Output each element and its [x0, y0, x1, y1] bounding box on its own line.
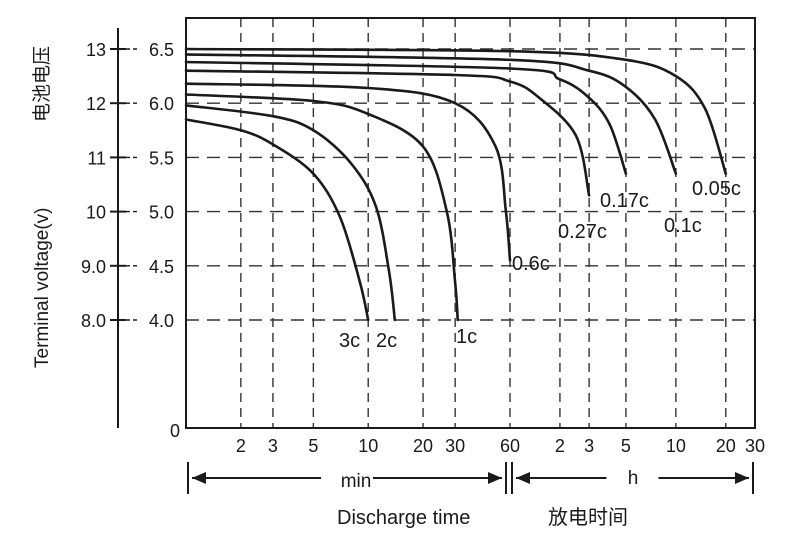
- y-tick-label-outer: 9.0: [81, 257, 106, 277]
- curve-0-27c: [184, 69, 591, 197]
- y-tick-label-outer: 12: [86, 94, 106, 114]
- curve-1c: [184, 93, 459, 322]
- y-zero-label: 0: [170, 421, 180, 441]
- series-label-0-27c: 0.27c: [558, 221, 607, 243]
- curve-0-1c: [184, 53, 678, 175]
- range-min-label: min: [341, 471, 372, 492]
- range-min-arrow-head-left: [192, 472, 206, 484]
- range-h-arrow-head-left: [516, 472, 530, 484]
- x-tick-label-h: 5: [621, 436, 631, 456]
- y-axis-label: Terminal voltage(v): [32, 208, 53, 369]
- discharge-curves: [184, 47, 728, 322]
- y-tick-label-outer: 10: [86, 203, 106, 223]
- x-tick-label-min: 30: [445, 436, 465, 456]
- series-label-0-6c: 0.6c: [512, 253, 550, 275]
- x-axis-label-cn: 放电时间: [548, 506, 628, 529]
- curve-3c: [184, 118, 370, 322]
- y-tick-label-inner: 5.5: [149, 148, 174, 168]
- x-axis-label: Discharge time: [337, 507, 470, 529]
- series-label-0-17c: 0.17c: [600, 190, 649, 212]
- x-tick-label-h: 20: [716, 436, 736, 456]
- axes: [110, 17, 756, 494]
- y-tick-label-outer: 13: [86, 40, 106, 60]
- y-tick-label-inner: 4.5: [149, 257, 174, 277]
- x-tick-label-min: 20: [413, 436, 433, 456]
- series-label-2c: 2c: [376, 330, 397, 352]
- y-tick-label-inner: 4.0: [149, 311, 174, 331]
- y-tick-label-inner: 6.5: [149, 40, 174, 60]
- y-tick-label-outer: 11: [87, 148, 106, 168]
- series-label-0-05c: 0.05c: [692, 178, 741, 200]
- range-h-label: h: [628, 468, 639, 489]
- range-h-arrow-head-right: [735, 472, 749, 484]
- x-tick-label-h: 3: [584, 436, 594, 456]
- series-label-1c: 1c: [456, 326, 477, 348]
- series-label-3c: 3c: [339, 330, 360, 352]
- curve-0-05c: [184, 47, 728, 175]
- chart-labels: 13 6.512 6.011 5.510 5.09.0 4.58.0 4.02 3 5 10 20 3…: [81, 40, 765, 456]
- x-tick-label-h: 10: [666, 436, 686, 456]
- x-tick-label-h: 2: [555, 436, 565, 456]
- series-label-0-1c: 0.1c: [664, 215, 702, 237]
- x-tick-label-min: 10: [358, 436, 378, 456]
- y-tick-label-outer: 8.0: [81, 311, 106, 331]
- plot-frame: [185, 17, 756, 429]
- curve-0-17c: [184, 60, 628, 175]
- range-min-arrow-head-right: [488, 472, 502, 484]
- x-tick-label-min: 60: [500, 436, 520, 456]
- y-tick-label-inner: 5.0: [149, 203, 174, 223]
- x-tick-label-h: 30: [745, 436, 765, 456]
- y-axis-label-cn: 电池电压: [31, 46, 53, 122]
- x-tick-label-min: 5: [308, 436, 318, 456]
- x-tick-label-min: 3: [268, 436, 278, 456]
- x-tick-label-min: 2: [236, 436, 246, 456]
- y-tick-label-inner: 6.0: [149, 94, 174, 114]
- curve-2c: [184, 104, 397, 322]
- curve-0-6c: [184, 82, 512, 262]
